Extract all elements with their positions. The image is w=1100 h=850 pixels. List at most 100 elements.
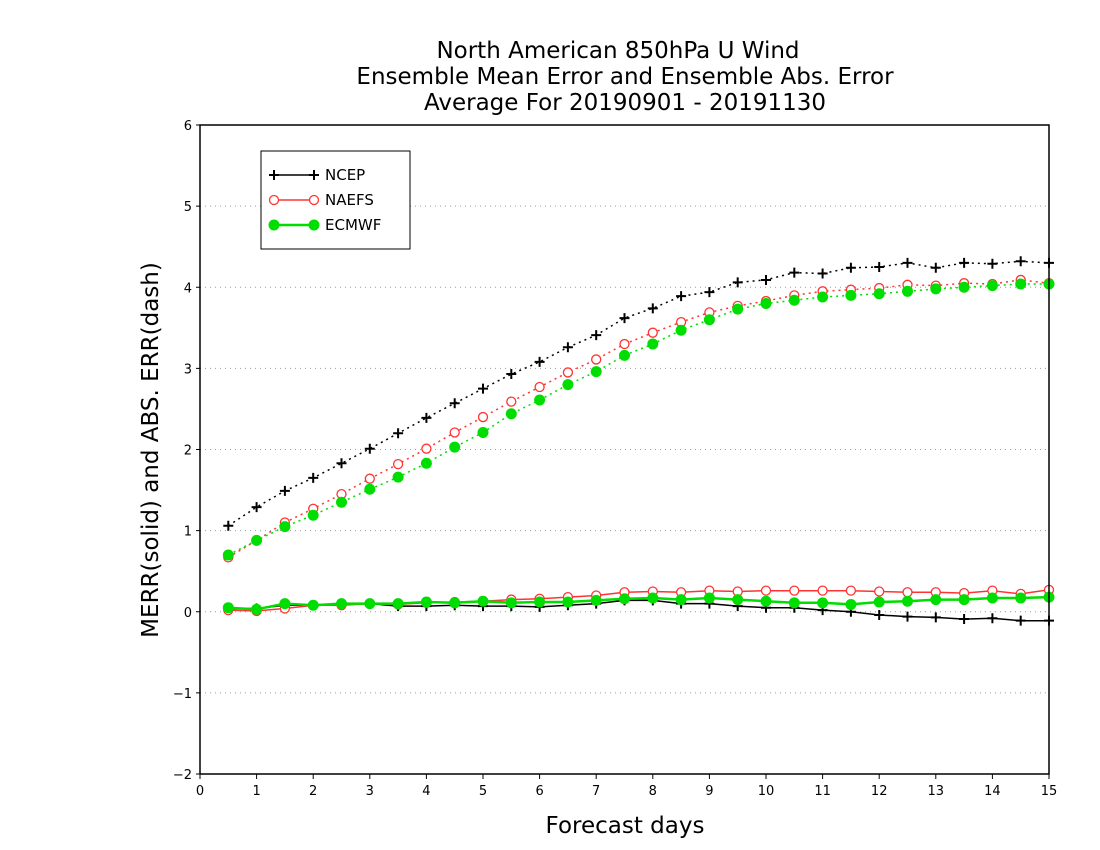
abs-err-point <box>817 291 829 303</box>
x-tick-label: 13 <box>928 784 945 799</box>
mean-err-point <box>534 596 546 608</box>
mean-err-point <box>845 585 857 596</box>
legend-marker <box>268 194 280 206</box>
y-tick-label: 3 <box>184 362 192 377</box>
abs-err-point <box>477 426 489 438</box>
legend-marker <box>268 219 280 231</box>
abs-err-point <box>1015 278 1027 290</box>
series-layer <box>222 256 1055 626</box>
abs-err-point <box>534 356 545 367</box>
abs-err-point <box>1015 256 1026 267</box>
mean-err-point <box>874 609 885 620</box>
abs-err-point <box>902 257 913 268</box>
y-tick-label: 4 <box>184 281 192 296</box>
mean-err-point <box>505 597 517 609</box>
abs-err-point <box>704 287 715 298</box>
mean-err-point <box>789 585 800 596</box>
abs-err-point <box>647 338 659 350</box>
abs-err-point <box>364 483 376 495</box>
abs-err-point <box>562 379 574 391</box>
abs-err-point <box>619 349 630 361</box>
abs-err-point <box>421 412 432 423</box>
mean-err-point <box>760 585 772 596</box>
x-tick-label: 14 <box>984 784 1001 799</box>
abs-err-point <box>874 261 885 272</box>
mean-err-point <box>987 613 998 624</box>
abs-err-point <box>420 457 432 469</box>
mean-err-point <box>307 599 319 611</box>
x-tick-label: 1 <box>252 784 260 799</box>
mean-err-point <box>619 593 630 605</box>
series-ecmwf <box>222 278 1055 615</box>
y-tick-label: −2 <box>173 768 192 783</box>
legend-label: NCEP <box>325 166 365 184</box>
abs-err-point <box>845 289 857 301</box>
abs-err-point <box>619 313 630 324</box>
mean-err-point <box>590 594 602 606</box>
abs-err-point <box>986 280 998 292</box>
abs-err-point <box>788 294 800 306</box>
legend-label: NAEFS <box>325 191 374 209</box>
mean-err-point <box>959 614 970 625</box>
legend-marker <box>308 194 320 206</box>
abs-err-point <box>506 369 517 380</box>
y-axis-label: MERR(solid) and ABS. ERR(dash) <box>138 262 164 638</box>
mean-err-point <box>703 592 715 604</box>
x-tick-label: 3 <box>366 784 374 799</box>
abs-err-line <box>227 279 1050 559</box>
abs-err-point <box>732 303 744 315</box>
x-tick-label: 10 <box>758 784 775 799</box>
abs-err-point <box>506 396 517 407</box>
legend-item-naefs: NAEFS <box>268 191 374 209</box>
abs-err-point <box>251 534 263 546</box>
abs-err-point <box>562 342 573 353</box>
y-tick-label: 6 <box>184 119 192 134</box>
mean-err-point <box>222 602 234 614</box>
mean-err-point <box>477 595 489 607</box>
x-tick-label: 8 <box>649 784 657 799</box>
abs-err-point <box>393 428 404 439</box>
series-ncep <box>223 256 1054 626</box>
mean-err-point <box>845 598 857 610</box>
abs-err-point <box>251 502 262 513</box>
chart-title-line-3: Average For 20190901 - 20191130 <box>424 90 826 116</box>
mean-err-point <box>902 611 913 622</box>
abs-err-point <box>619 338 630 350</box>
abs-err-point <box>647 327 658 338</box>
x-tick-label: 7 <box>592 784 600 799</box>
abs-err-point <box>987 258 998 269</box>
mean-err-line <box>228 595 1050 611</box>
abs-err-point <box>392 471 404 483</box>
mean-err-point <box>760 595 772 607</box>
abs-err-point <box>279 485 290 496</box>
mean-err-point <box>675 594 687 606</box>
abs-err-point <box>959 257 970 268</box>
mean-err-point <box>336 598 347 610</box>
mean-err-point <box>930 594 942 606</box>
mean-err-point <box>986 592 998 604</box>
abs-err-point <box>336 496 347 508</box>
abs-err-point <box>873 288 885 300</box>
y-tick-label: 2 <box>184 444 192 459</box>
abs-err-point <box>421 443 432 454</box>
abs-err-point <box>449 427 460 438</box>
chart-title-line-2: Ensemble Mean Error and Ensemble Abs. Er… <box>356 64 894 90</box>
abs-err-point <box>534 394 546 406</box>
mean-err-point <box>420 596 432 608</box>
abs-err-point <box>562 367 574 378</box>
abs-err-point <box>760 297 772 309</box>
legend-item-ncep: NCEP <box>269 166 365 184</box>
abs-err-point <box>789 267 800 278</box>
abs-err-point <box>647 303 658 314</box>
mean-err-point <box>1015 592 1027 604</box>
abs-err-point <box>703 314 715 326</box>
x-tick-label: 4 <box>422 784 430 799</box>
x-tick-label: 9 <box>705 784 713 799</box>
abs-err-point <box>817 268 828 279</box>
chart-title: North American 850hPa U Wind Ensemble Me… <box>356 38 894 116</box>
mean-err-point <box>1015 615 1026 626</box>
plot-frame <box>199 124 1050 775</box>
chart-title-line-1: North American 850hPa U Wind <box>436 38 799 64</box>
abs-err-line <box>227 283 1049 556</box>
